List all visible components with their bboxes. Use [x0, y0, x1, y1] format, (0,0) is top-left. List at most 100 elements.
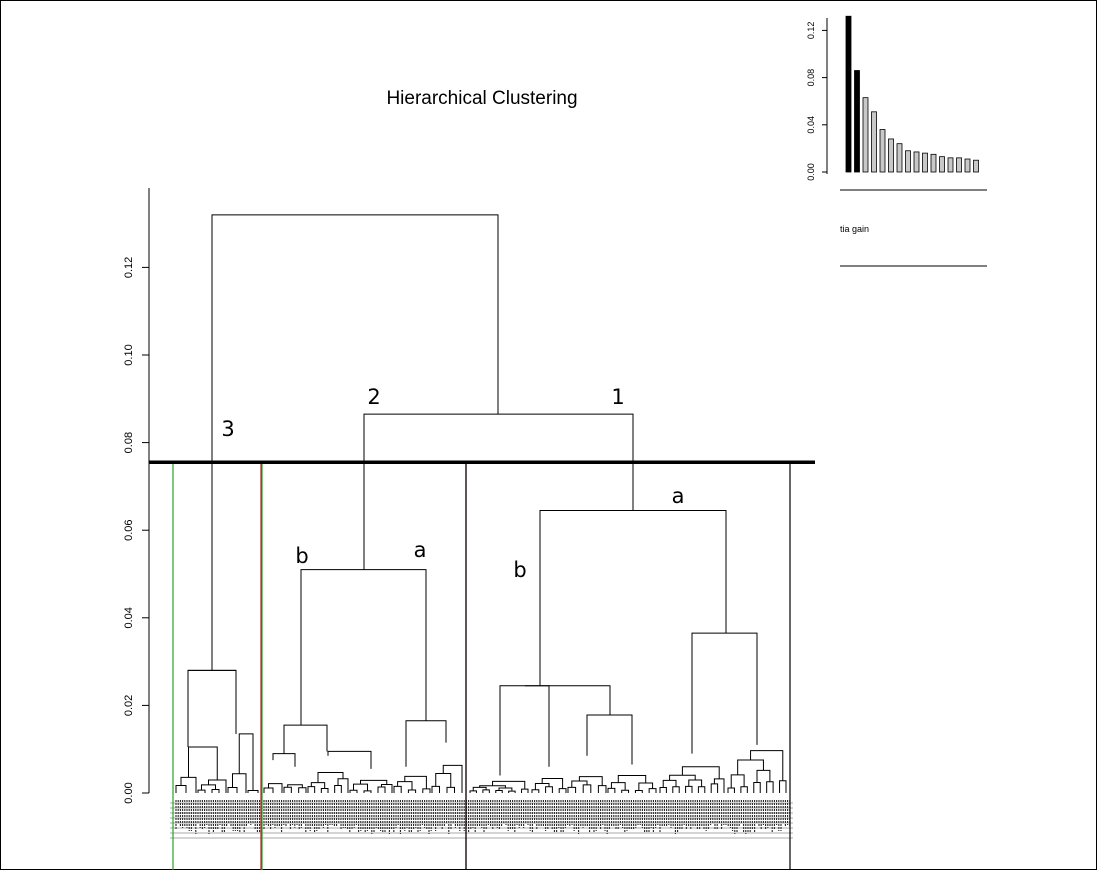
dendrogram-link [639, 783, 653, 790]
dendrogram-link [176, 785, 186, 793]
dendrogram-link [587, 715, 632, 764]
y-tick-label: 0.10 [123, 344, 135, 365]
inset-bar [855, 71, 860, 172]
cluster-label: a [672, 484, 685, 508]
dendrogram-link [622, 790, 629, 793]
dendrogram-link [483, 790, 489, 793]
dendrogram-link [741, 787, 747, 793]
y-axis-ticks: 0.00 0.02 0.04 0.06 0.08 0.10 0.12 [123, 257, 149, 804]
dendrogram-link [321, 788, 328, 793]
dendrogram-link [470, 791, 476, 793]
dendrogram-link [443, 765, 462, 793]
inset-bar [906, 151, 911, 172]
dendrogram-link [496, 791, 502, 793]
dendrogram-link [568, 787, 576, 793]
chart-title: Hierarchical Clustering [386, 88, 577, 109]
dendrogram-link [212, 789, 219, 793]
dendrogram-link [398, 782, 412, 790]
inset-bar [846, 16, 851, 172]
inset-bar [965, 159, 970, 172]
dendrogram-link [423, 789, 430, 793]
dendrogram-link [673, 787, 679, 793]
dendrogram-link [731, 775, 744, 788]
inset-y-tick-label: 0.00 [806, 163, 816, 181]
inset-bar [897, 144, 902, 172]
dendrogram-link [198, 790, 205, 793]
dendrogram-link [188, 670, 236, 747]
dendrogram-link [598, 786, 606, 793]
dendrogram-link [318, 773, 343, 783]
inset-bar [940, 157, 945, 172]
inset-bar [880, 130, 885, 172]
dendrogram-link [608, 788, 615, 793]
dendrogram-link [189, 747, 218, 780]
inset-bar [931, 154, 936, 172]
dendrogram-link [364, 791, 371, 793]
dendrogram-link [406, 721, 446, 767]
dendrogram-link [273, 754, 295, 767]
dendrogram-link [714, 779, 724, 793]
dendrogram-link [301, 570, 426, 725]
inset-y-tick-label: 0.04 [806, 116, 816, 134]
cluster-label: 1 [611, 385, 624, 409]
dendrogram-link [767, 782, 773, 793]
cluster-boxes [173, 462, 790, 870]
dendrogram-chart: Hierarchical Clustering 0.00 0.02 0.04 0.06… [123, 88, 815, 870]
cluster-label: a [414, 538, 427, 562]
dendrogram-link [311, 783, 324, 789]
dendrogram-link [405, 776, 427, 789]
dendrogram-link [728, 788, 734, 793]
dendrogram-link [447, 787, 455, 793]
dendrogram-link [408, 790, 415, 793]
dendrogram-link [335, 786, 342, 793]
dendrogram-link [350, 790, 357, 793]
dendrogram-link [572, 781, 587, 787]
dendrogram-link [212, 215, 498, 671]
inset-bar [872, 112, 877, 172]
dendrogram-link [660, 788, 666, 793]
dendrogram-tree [176, 215, 786, 793]
dendrogram-link [284, 725, 327, 753]
dendrogram-link [698, 787, 704, 793]
dendrogram-link [509, 791, 515, 793]
dendrogram-link [328, 751, 371, 769]
inset-bar [863, 98, 868, 172]
y-tick-label: 0.00 [123, 782, 135, 803]
inset-y-axis-ticks: 0.00 0.04 0.08 0.12 [806, 22, 827, 181]
inset-bar [889, 139, 894, 172]
dendrogram-link [284, 787, 291, 793]
y-tick-label: 0.12 [123, 257, 135, 278]
dendrogram-link [209, 780, 227, 793]
dendrogram-link [611, 783, 625, 791]
dendrogram-link [436, 773, 451, 787]
cluster-label: 3 [221, 417, 234, 441]
dendrogram-link [188, 670, 236, 747]
inset-bar [948, 158, 953, 172]
dendrogram-link [522, 789, 528, 793]
dendrogram-link [686, 786, 692, 793]
dendrogram-link [500, 686, 549, 776]
dendrogram-link [308, 787, 315, 793]
cluster-3-box [173, 462, 262, 870]
dendrogram-link [583, 785, 591, 793]
cluster-1-box [466, 462, 790, 870]
inset-y-tick-label: 0.08 [806, 69, 816, 87]
leaf-labels [170, 800, 793, 838]
cluster-label: b [295, 544, 308, 568]
dendrogram-link [248, 791, 258, 793]
dendrogram-link [233, 774, 247, 793]
y-tick-label: 0.08 [123, 432, 135, 453]
dendrogram-link [635, 790, 642, 793]
dendrogram-link [540, 510, 726, 685]
dendrogram-link [711, 784, 717, 793]
dendrogram-link [394, 786, 401, 793]
dendrogram-link [264, 788, 273, 793]
inset-xlabel: tia gain [840, 224, 869, 234]
dendrogram-link [689, 780, 702, 787]
inset-bar [914, 152, 919, 172]
y-tick-label: 0.04 [123, 607, 135, 628]
dendrogram-link [532, 790, 539, 793]
cluster-label: b [513, 558, 526, 582]
tia-gain-inset-chart: 0.00 0.04 0.08 0.12 tia gain [806, 16, 987, 266]
